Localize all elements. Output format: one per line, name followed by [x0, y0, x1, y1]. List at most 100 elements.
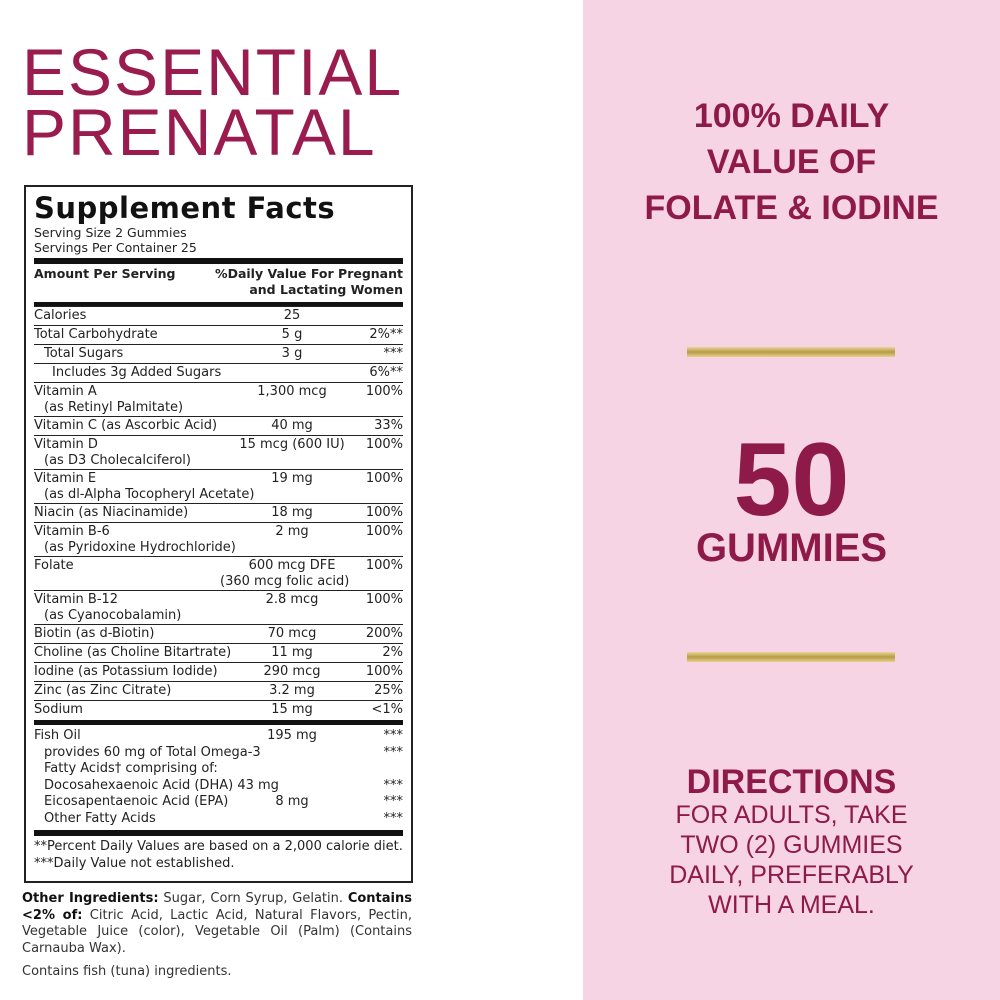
claim: 100% DAILY VALUE OF FOLATE & IODINE: [644, 97, 939, 227]
nutrient-dv: 200%: [365, 626, 403, 641]
nutrient-amount: 15 mg: [271, 702, 313, 717]
nutrient-source: (as Cyanocobalamin): [44, 608, 182, 623]
right-panel: 100% DAILY VALUE OF FOLATE & IODINE 50 GUM…: [583, 0, 1000, 1000]
facts-title: Supplement Facts: [34, 191, 336, 225]
gummy-count-label: GUMMIES: [695, 526, 888, 570]
nutrient-row: Calories 25: [34, 306, 403, 325]
nutrient-row: Total Carbohydrate 5 g 2%**: [34, 325, 403, 344]
nutrient-name: Choline (as Choline Bitartrate): [34, 645, 232, 660]
fish-oil-amount: 195 mg: [267, 728, 317, 743]
left-panel: ESSENTIAL PRENATAL Supplement Facts Serv…: [22, 35, 413, 979]
nutrient-dv: 25%: [374, 683, 403, 698]
nutrient-dv: 100%: [365, 592, 403, 607]
serving-size: Serving Size 2 Gummies: [34, 225, 187, 240]
nutrient-name: Includes 3g Added Sugars: [52, 365, 222, 380]
nutrient-row: Total Sugars 3 g ***: [34, 344, 403, 363]
servings-per-container: Servings Per Container 25: [34, 240, 197, 255]
nutrient-row: Biotin (as d-Biotin) 70 mcg 200%: [34, 624, 403, 643]
nutrient-row: Vitamin C (as Ascorbic Acid) 40 mg 33%: [34, 416, 403, 435]
nutrient-row: Choline (as Choline Bitartrate) 11 mg 2%: [34, 643, 403, 662]
nutrient-amount: 19 mg: [271, 471, 313, 486]
other-ingredients: Other Ingredients: Sugar, Corn Syrup, Ge…: [22, 891, 413, 956]
fish-oil-name: Fish Oil: [34, 728, 81, 743]
nutrient-amount: 3.2 mg: [269, 683, 315, 698]
nutrient-name: Biotin (as d-Biotin): [34, 626, 155, 641]
directions-title: DIRECTIONS: [686, 763, 897, 801]
nutrient-name: Vitamin E: [34, 471, 97, 486]
nutrient-amount: 15 mcg (600 IU): [239, 437, 345, 452]
nutrient-dv: <1%: [371, 702, 403, 717]
nutrient-amount-note: (360 mcg folic acid): [220, 574, 350, 589]
gold-divider: [687, 347, 895, 357]
fish-oil-dv: ***: [383, 728, 404, 743]
nutrient-name: Folate: [34, 558, 74, 573]
nutrient-dv: 100%: [365, 471, 403, 486]
directions-text: FOR ADULTS, TAKE TWO (2) GUMMIES DAILY, PR…: [669, 801, 914, 919]
gold-divider: [687, 652, 895, 662]
nutrient-name: Total Sugars: [44, 346, 124, 361]
divider: [34, 830, 403, 836]
fish-oil-row: provides 60 mg of Total Omega-3 ***: [34, 745, 403, 762]
nutrient-row: Vitamin D (as D3 Cholecalciferol) 15 mcg (…: [34, 435, 403, 469]
nutrient-amount: 290 mcg: [263, 664, 321, 679]
nutrient-amount: 5 g: [281, 327, 303, 342]
fish-oil-name: provides 60 mg of Total Omega-3: [44, 744, 261, 760]
nutrient-row: Vitamin B-12 (as Cyanocobalamin) 2.8 mcg 10…: [34, 590, 403, 624]
title-line-2: PRENATAL: [22, 95, 377, 169]
nutrient-name: Vitamin D: [34, 437, 98, 452]
nutrient-name: Vitamin B-6: [34, 524, 110, 539]
fish-oil-dv: ***: [383, 744, 404, 760]
fish-oil-row: Docosahexaenoic Acid (DHA) 43 mg ***: [34, 778, 403, 795]
nutrient-row: Vitamin A (as Retinyl Palmitate) 1,300 mcg…: [34, 382, 403, 416]
nutrient-source: (as dl-Alpha Tocopheryl Acetate): [44, 487, 255, 502]
nutrient-source: (as D3 Cholecalciferol): [44, 453, 191, 468]
nutrient-dv: 6%**: [369, 365, 403, 380]
nutrient-name: Zinc (as Zinc Citrate): [34, 683, 172, 698]
fish-oil-name: Docosahexaenoic Acid (DHA) 43 mg: [44, 777, 279, 793]
nutrient-name: Vitamin A: [34, 384, 97, 399]
nutrient-row: Zinc (as Zinc Citrate) 3.2 mg 25%: [34, 681, 403, 700]
nutrient-dv: 2%**: [369, 327, 403, 342]
nutrient-row: Folate (360 mcg folic acid) 600 mcg DFE 100…: [34, 556, 403, 590]
fish-oil-amount: 8 mg: [275, 794, 309, 809]
nutrient-amount: 2.8 mcg: [265, 592, 319, 607]
fish-oil-row: Eicosapentaenoic Acid (EPA) 8 mg ***: [34, 794, 403, 811]
nutrient-row: Niacin (as Niacinamide) 18 mg 100%: [34, 503, 403, 522]
nutrient-amount: 70 mcg: [267, 626, 317, 641]
fish-oil-dv: ***: [383, 810, 404, 826]
nutrient-dv: 2%: [382, 645, 403, 660]
fish-oil-name: Fatty Acids† comprising of:: [44, 761, 218, 776]
divider: [34, 302, 403, 306]
nutrient-row: Vitamin E (as dl-Alpha Tocopheryl Acetate…: [34, 469, 403, 503]
nutrient-amount: 11 mg: [271, 645, 313, 660]
nutrient-dv: 33%: [374, 418, 403, 433]
facts-header: Amount Per Serving %Daily Value For Preg…: [34, 266, 403, 302]
fish-oil-name: Other Fatty Acids: [44, 810, 156, 826]
nutrient-source: (as Pyridoxine Hydrochloride): [44, 540, 236, 555]
nutrient-row: Sodium 15 mg <1%: [34, 700, 403, 719]
nutrient-name: Sodium: [34, 702, 83, 717]
nutrient-amount: 40 mg: [271, 418, 313, 433]
nutrient-rows: Calories 25 Total Carbohydrate 5 g 2%** Total…: [34, 306, 403, 719]
gummy-count: 50: [733, 422, 850, 538]
nutrient-row: Vitamin B-6 (as Pyridoxine Hydrochloride)…: [34, 522, 403, 556]
fish-oil-row: Fish Oil 195 mg ***: [34, 728, 403, 745]
fish-oil-dv: ***: [383, 794, 404, 809]
nutrient-dv: 100%: [365, 505, 403, 520]
nutrient-dv: 100%: [365, 437, 403, 452]
nutrient-row: Iodine (as Potassium Iodide) 290 mcg 100%: [34, 662, 403, 681]
fish-oil-name: Eicosapentaenoic Acid (EPA): [44, 794, 229, 809]
nutrient-name: Iodine (as Potassium Iodide): [34, 664, 218, 679]
nutrient-amount: 1,300 mcg: [257, 384, 327, 399]
nutrient-amount: 2 mg: [275, 524, 309, 539]
nutrient-amount: 18 mg: [271, 505, 313, 520]
title-line-1: ESSENTIAL: [22, 35, 404, 109]
nutrient-dv: 100%: [365, 664, 403, 679]
nutrient-dv: ***: [383, 346, 404, 361]
nutrient-name: Niacin (as Niacinamide): [34, 505, 189, 520]
divider: [34, 720, 403, 725]
divider: [34, 258, 403, 264]
nutrient-name: Vitamin B-12: [34, 592, 119, 607]
footnote-dv: **Percent Daily Values are based on a 2,…: [34, 839, 403, 854]
nutrient-row: Includes 3g Added Sugars 6%**: [34, 363, 403, 382]
